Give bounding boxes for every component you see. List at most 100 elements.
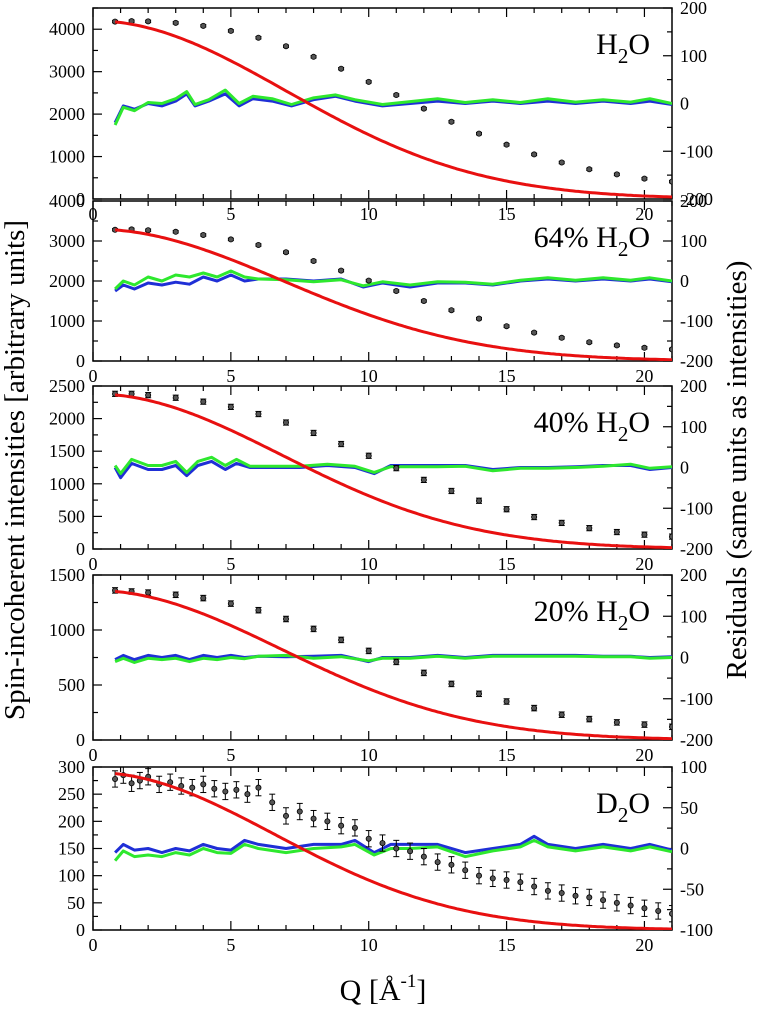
y-right-tick-label: -100 <box>680 689 713 709</box>
x-tick-label: 10 <box>360 204 378 224</box>
y-left-tick-label: 2000 <box>49 409 85 429</box>
data-point <box>448 680 455 687</box>
residual-blue-series <box>113 92 672 124</box>
data-point <box>462 867 469 874</box>
data-point <box>420 853 427 860</box>
x-tick-label: 15 <box>498 935 516 955</box>
data-point <box>586 166 593 173</box>
y-right-tick-label: 0 <box>680 271 689 291</box>
data-point <box>200 231 207 238</box>
data-point <box>255 34 262 41</box>
x-tick-label: 5 <box>226 366 235 386</box>
y-right-tick-label: 100 <box>680 231 707 251</box>
y-right-tick-label: 0 <box>680 94 689 114</box>
x-tick-label: 15 <box>498 554 516 574</box>
x-tick-label: 5 <box>226 935 235 955</box>
data-point <box>189 784 196 791</box>
y-left-tick-label: 200 <box>58 811 85 831</box>
data-point <box>282 812 289 819</box>
data-point <box>365 835 372 842</box>
data-point <box>145 392 152 399</box>
data-point <box>475 497 482 504</box>
residual-green-series <box>113 838 672 862</box>
data-point <box>310 625 317 632</box>
data-point <box>669 533 672 540</box>
data-point <box>393 287 400 294</box>
y-right-tick-label: -200 <box>680 539 713 559</box>
data-point <box>282 43 289 50</box>
panel-label-sub: 2 <box>618 44 629 68</box>
y-right-tick-label: 200 <box>680 191 707 211</box>
y-right-tick-label: -200 <box>680 730 713 750</box>
data-point <box>613 529 620 536</box>
data-point <box>613 342 620 349</box>
fit-curve <box>114 589 672 740</box>
data-point <box>641 175 648 182</box>
plot-area <box>112 767 672 930</box>
data-point <box>338 267 345 274</box>
y-left-tick-label: 4000 <box>49 19 85 39</box>
x-tick-label: 15 <box>498 745 516 765</box>
y-right-tick-label: 0 <box>680 458 689 478</box>
data-point <box>282 616 289 623</box>
data-point <box>531 514 538 521</box>
data-point <box>655 907 662 914</box>
data-point <box>255 784 262 791</box>
panel-label-rest: O <box>628 221 650 254</box>
data-point <box>338 822 345 829</box>
data-point <box>558 519 565 526</box>
data-point <box>310 257 317 264</box>
data-point <box>172 228 179 235</box>
y-left-tick-label: 500 <box>58 675 85 695</box>
data-point <box>420 105 427 112</box>
data-point <box>244 791 251 798</box>
data-point <box>145 227 152 234</box>
y-left-tick-label: 3000 <box>49 231 85 251</box>
data-point <box>558 711 565 718</box>
x-tick-label: 10 <box>360 554 378 574</box>
y-right-tick-label: 200 <box>680 376 707 396</box>
x-tick-label: 0 <box>89 554 98 574</box>
y-left-tick-label: 2000 <box>49 271 85 291</box>
x-tick-label: 20 <box>635 204 653 224</box>
panel-label-rest: O <box>628 406 650 439</box>
data-point <box>475 130 482 137</box>
x-tick-label: 20 <box>635 935 653 955</box>
data-point <box>310 815 317 822</box>
y-left-tick-label: 4000 <box>49 191 85 211</box>
y-left-tick-label: 1000 <box>49 147 85 167</box>
chart-panels: 0 5 10 15 2001000200030004000-200-1000100200… <box>49 0 713 955</box>
y-right-tick-label: 100 <box>680 46 707 66</box>
panel-1: 0 5 10 15 2001000200030004000-200-1000100200… <box>49 191 713 386</box>
y-left-tick-label: 1000 <box>49 620 85 640</box>
data-point <box>641 905 648 912</box>
data-point <box>613 899 620 906</box>
data-point <box>448 861 455 868</box>
data-point <box>393 658 400 665</box>
panel-label-sub: 2 <box>618 237 629 261</box>
x-tick-label: 0 <box>89 366 98 386</box>
plot-area <box>112 587 672 740</box>
x-axis-title-sup: -1 <box>401 971 417 992</box>
data-point <box>145 18 152 25</box>
panel-label-sub: 2 <box>618 422 629 446</box>
data-point <box>475 872 482 879</box>
y-right-tick-label: 0 <box>680 839 689 859</box>
y-left-tick-label: 250 <box>58 784 85 804</box>
data-point <box>227 27 234 34</box>
data-point <box>448 118 455 125</box>
panel-label: 40% H2O <box>534 406 650 446</box>
y-right-tick-label: 100 <box>680 606 707 626</box>
plot-area <box>112 226 672 361</box>
residual-green-series <box>113 88 672 126</box>
data-point <box>200 595 207 602</box>
data-point <box>531 883 538 890</box>
data-point <box>310 53 317 60</box>
x-tick-label: 20 <box>635 554 653 574</box>
data-point <box>282 419 289 426</box>
data-point <box>475 315 482 322</box>
data-point <box>211 785 218 792</box>
data-point <box>172 394 179 401</box>
x-tick-label: 10 <box>360 745 378 765</box>
data-point <box>420 297 427 304</box>
